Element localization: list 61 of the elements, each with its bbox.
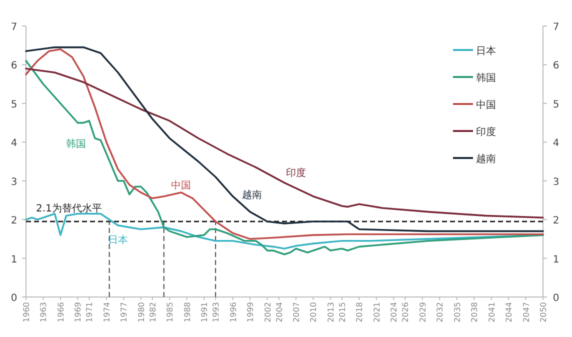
y-tick-label: 6 (10, 60, 18, 72)
y-tick-label: 1 (10, 254, 18, 266)
x-tick-label: 2024 (390, 302, 399, 322)
legend-label: 韩国 (476, 72, 496, 84)
legend-label: 印度 (476, 126, 496, 138)
x-tick-label: 2050 (539, 302, 548, 322)
x-tick-label: 2035 (452, 302, 462, 322)
annotation: 越南 (242, 189, 262, 201)
x-tick-label: 2021 (372, 302, 382, 322)
x-tick-label: 2044 (504, 302, 514, 322)
x-tick-label: 2041 (487, 302, 496, 322)
x-tick-label: 1977 (120, 302, 129, 322)
y2-tick-label: 4 (552, 138, 560, 150)
y2-tick-label: 1 (552, 254, 560, 266)
y-tick-label: 0 (10, 293, 18, 304)
x-tick-label: 1996 (228, 302, 238, 322)
x-tick-label: 2018 (355, 302, 364, 322)
x-tick-label: 2047 (522, 302, 531, 322)
line-series (25, 68, 544, 219)
x-tick-label: 1999 (246, 302, 256, 322)
y-tick-label: 3 (10, 176, 18, 188)
x-tick-label: 2013 (326, 302, 336, 322)
ref-line-label: 2.1为替代水平 (36, 202, 102, 215)
annotation: 韩国 (66, 138, 86, 150)
y2-tick-label: 3 (552, 176, 560, 188)
y-tick-label: 2 (10, 216, 18, 227)
x-tick-label: 1991 (200, 302, 210, 322)
x-tick-label: 2032 (436, 302, 445, 322)
x-tick-label: 1974 (102, 302, 112, 322)
x-tick-label: 2026 (401, 302, 410, 322)
x-tick-label: 2015 (338, 302, 347, 322)
x-tick-label: 1980 (136, 302, 146, 322)
x-tick-label: 1966 (56, 302, 66, 322)
x-tick-label: 1988 (182, 302, 192, 322)
y2-tick-label: 0 (552, 293, 560, 304)
x-tick-label: 1963 (39, 302, 48, 322)
x-tick-label: 2038 (470, 302, 480, 322)
x-tick-label: 2007 (292, 302, 301, 322)
x-tick-label: 2029 (418, 302, 428, 322)
y2-tick-label: 5 (552, 99, 560, 110)
x-tick-label: 1971 (85, 302, 94, 322)
y-tick-label: 7 (10, 22, 18, 33)
x-tick-label: 1969 (74, 302, 83, 322)
y-tick-label: 5 (10, 99, 18, 110)
x-tick-label: 1960 (22, 302, 31, 322)
legend-label: 越南 (476, 153, 496, 165)
x-tick-label: 2004 (274, 302, 284, 322)
y-tick-label: 4 (10, 138, 18, 150)
legend-label: 中国 (476, 99, 496, 111)
x-tick-label: 1985 (166, 302, 175, 322)
annotation: 中国 (171, 180, 192, 192)
annotation: 日本 (108, 234, 128, 246)
y2-tick-label: 2 (552, 216, 560, 227)
x-tick-label: 2002 (263, 302, 272, 322)
y2-tick-label: 7 (552, 22, 560, 33)
x-tick-label: 2010 (309, 302, 318, 322)
x-tick-label: 1993 (212, 302, 221, 322)
legend-label: 日本 (476, 45, 496, 57)
annotation: 印度 (286, 167, 306, 179)
y2-tick-label: 6 (552, 60, 560, 72)
x-tick-label: 1982 (148, 302, 158, 322)
